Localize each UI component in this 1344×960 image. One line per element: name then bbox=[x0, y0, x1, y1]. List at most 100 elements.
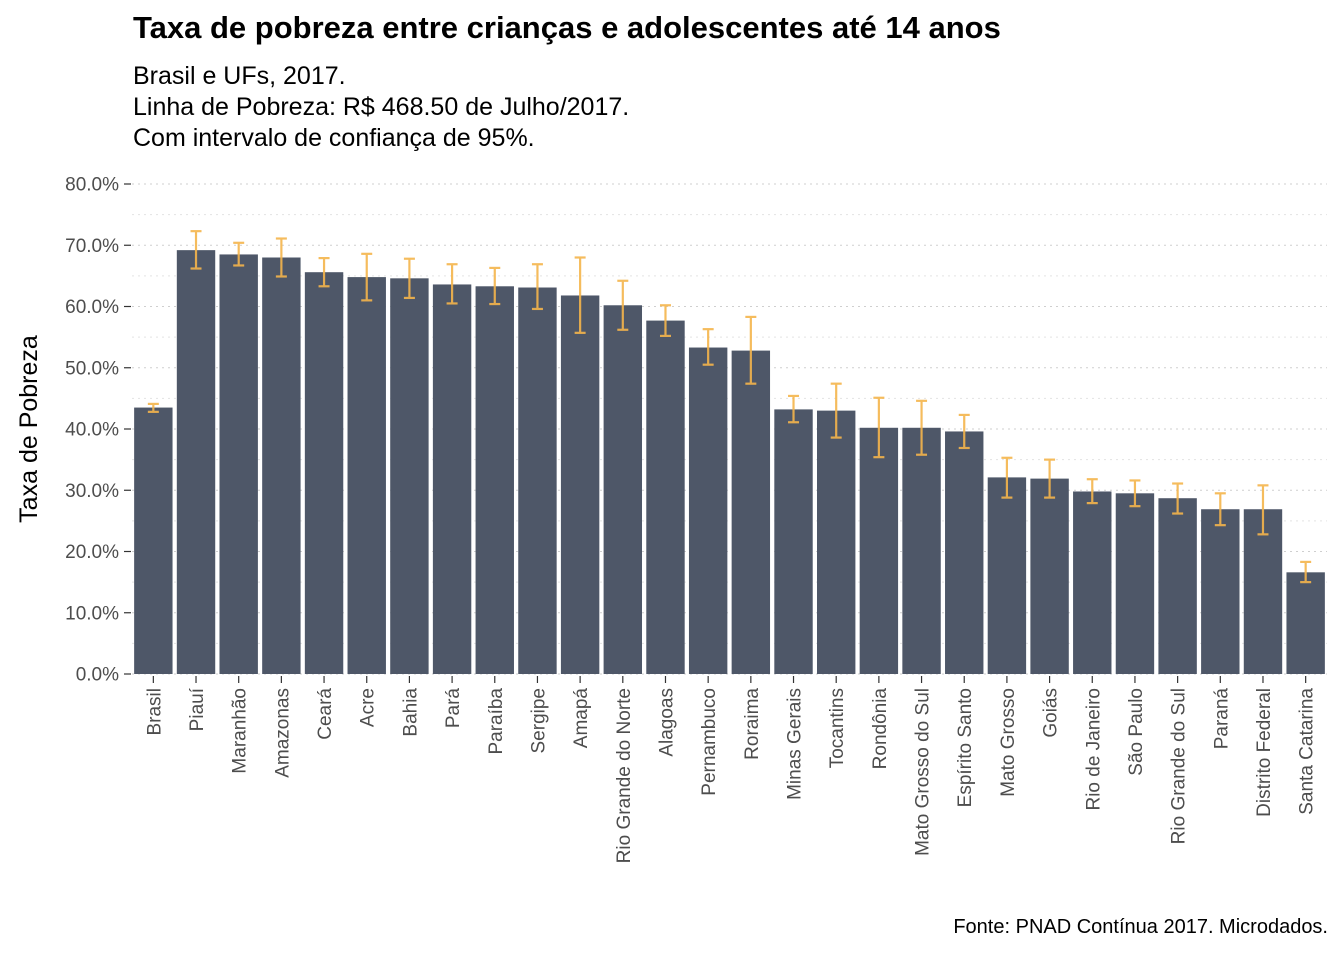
y-tick-label: 60.0% bbox=[65, 297, 119, 318]
bar bbox=[646, 320, 685, 674]
x-tick-label: Maranhão bbox=[230, 688, 251, 774]
x-tick-label: Mato Grosso bbox=[998, 688, 1019, 797]
y-tick-label: 30.0% bbox=[65, 481, 119, 502]
error-bar bbox=[1001, 456, 1013, 499]
chart-subtitle-line-2: Linha de Pobreza: R$ 468.50 de Julho/201… bbox=[133, 93, 630, 121]
error-bar bbox=[958, 413, 970, 450]
x-tick-label: Rio Grande do Sul bbox=[1169, 688, 1190, 844]
x-tick-label: Espírito Santo bbox=[955, 688, 976, 807]
x-tick-label: Distrito Federal bbox=[1254, 688, 1275, 817]
x-tick-label: Rio Grande do Norte bbox=[614, 688, 635, 863]
y-tick-label: 20.0% bbox=[65, 542, 119, 563]
bar bbox=[816, 410, 856, 674]
error-bar bbox=[873, 396, 885, 459]
error-bar bbox=[745, 315, 757, 385]
bar bbox=[560, 295, 600, 674]
x-tick-label: Rio de Janeiro bbox=[1083, 688, 1104, 811]
error-bar bbox=[318, 257, 330, 288]
bar bbox=[603, 305, 643, 674]
x-tick-label: Amazonas bbox=[272, 688, 293, 778]
error-bar bbox=[275, 237, 287, 278]
x-tick-label: Mato Grosso do Sul bbox=[913, 688, 934, 856]
error-bar bbox=[659, 304, 671, 337]
bar bbox=[1243, 509, 1283, 674]
x-tick-label: Alagoas bbox=[656, 688, 677, 757]
x-tick-label: Pará bbox=[443, 688, 464, 729]
y-tick-label: 40.0% bbox=[65, 420, 119, 441]
bar bbox=[134, 407, 173, 674]
error-bar bbox=[1214, 492, 1226, 527]
bar bbox=[731, 350, 771, 674]
y-tick-label: 70.0% bbox=[65, 236, 119, 257]
x-tick-label: Paraíba bbox=[486, 688, 507, 755]
x-tick-label: Sergipe bbox=[528, 688, 549, 754]
x-tick-label: Amapá bbox=[571, 688, 592, 749]
error-bar bbox=[830, 382, 842, 439]
x-tick-label: Ceará bbox=[315, 688, 336, 740]
chart-caption: Fonte: PNAD Contínua 2017. Microdados. bbox=[953, 916, 1328, 938]
error-bar bbox=[531, 263, 543, 311]
bar bbox=[432, 284, 472, 674]
error-bar bbox=[446, 263, 458, 305]
axes: 0.0% 10.0% 20.0% 30.0% 40.0% 50.0% 60.0% 70.0% 8… bbox=[65, 175, 1318, 864]
x-tick-label: Bahia bbox=[400, 688, 421, 737]
y-tick-label: 0.0% bbox=[76, 665, 119, 686]
error-bar bbox=[916, 399, 928, 456]
error-bar bbox=[403, 257, 415, 300]
bar bbox=[1115, 493, 1155, 674]
chart-title: Taxa de pobreza entre crianças e adolesc… bbox=[133, 10, 1001, 45]
bar bbox=[945, 431, 984, 674]
error-bar bbox=[1300, 560, 1312, 584]
bar bbox=[304, 272, 344, 674]
bar bbox=[475, 286, 514, 674]
bar bbox=[176, 250, 216, 674]
error-bar bbox=[361, 252, 373, 302]
x-tick-label: Goiás bbox=[1041, 688, 1062, 738]
bar bbox=[774, 409, 813, 674]
error-bar bbox=[617, 279, 629, 331]
error-bar bbox=[147, 402, 159, 413]
x-tick-label: Brasil bbox=[144, 688, 165, 736]
error-bar bbox=[233, 241, 245, 267]
x-tick-label: Pernambuco bbox=[699, 688, 720, 796]
bar bbox=[1201, 509, 1240, 674]
x-tick-label: Rondônia bbox=[870, 688, 891, 770]
bar bbox=[262, 257, 301, 674]
x-tick-label: Acre bbox=[358, 688, 379, 727]
bar bbox=[219, 254, 258, 674]
bar bbox=[902, 427, 941, 674]
error-bar bbox=[1172, 482, 1184, 515]
x-tick-label: Minas Gerais bbox=[785, 688, 806, 800]
x-tick-label: Piauí bbox=[187, 687, 208, 731]
x-tick-label: São Paulo bbox=[1126, 688, 1147, 776]
error-bar bbox=[1044, 458, 1056, 499]
bar bbox=[1286, 572, 1325, 674]
x-tick-label: Tocantins bbox=[827, 688, 848, 768]
bar bbox=[347, 277, 386, 674]
y-tick-label: 50.0% bbox=[65, 358, 119, 379]
bar bbox=[859, 427, 899, 674]
error-bar bbox=[1129, 479, 1141, 508]
bar bbox=[1158, 498, 1197, 674]
error-bar bbox=[788, 394, 800, 424]
bar bbox=[518, 287, 557, 674]
x-tick-label: Santa Catarina bbox=[1297, 688, 1318, 815]
bars bbox=[134, 250, 1325, 674]
bar bbox=[1073, 491, 1112, 674]
error-bars bbox=[147, 230, 1312, 584]
bar bbox=[1030, 478, 1069, 674]
error-bar bbox=[190, 230, 202, 270]
error-bar bbox=[574, 256, 586, 334]
y-axis-title: Taxa de Pobreza bbox=[15, 335, 43, 523]
bar bbox=[688, 347, 728, 674]
x-tick-label: Roraima bbox=[742, 688, 763, 760]
y-tick-label: 80.0% bbox=[65, 175, 119, 196]
y-tick-label: 10.0% bbox=[65, 603, 119, 624]
error-bar bbox=[1257, 484, 1269, 536]
error-bar bbox=[489, 266, 501, 306]
error-bar bbox=[1086, 478, 1098, 505]
bar bbox=[390, 278, 429, 674]
bar bbox=[987, 477, 1027, 674]
error-bar bbox=[702, 328, 714, 366]
